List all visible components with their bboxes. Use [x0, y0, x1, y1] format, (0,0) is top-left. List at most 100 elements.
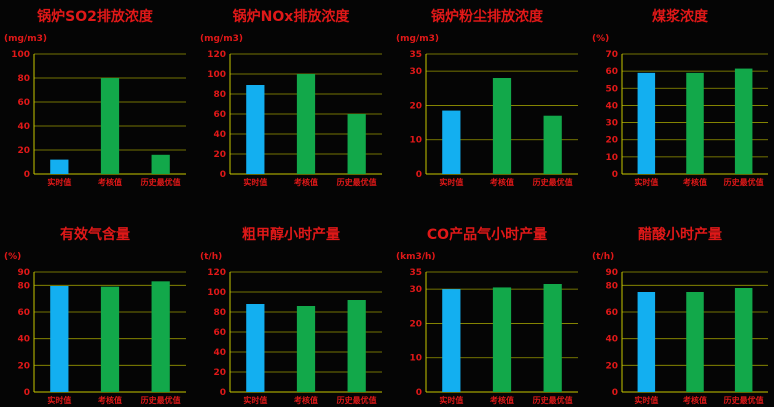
x-category-label: 考核值	[490, 395, 514, 405]
bar-historical-best	[734, 288, 753, 392]
x-category-label: 考核值	[683, 395, 707, 405]
bar-chart-effective-gas: 0 20 40 60 80 90 实时值 考核值 历史最优值	[17, 268, 186, 405]
x-category-label: 历史最优值	[141, 395, 181, 405]
bar-realtime	[442, 289, 461, 392]
y-tick-label: 80	[17, 281, 30, 291]
x-category-label: 实时值	[243, 395, 267, 405]
chart-title: 锅炉SO2排放浓度	[37, 9, 153, 25]
x-category-label: 历史最优值	[141, 177, 181, 187]
bar-target	[296, 306, 316, 392]
x-category-label: 考核值	[294, 177, 318, 187]
y-tick-label: 100	[11, 50, 30, 60]
chart-panel-effective-gas: 有效气含量 (%) 0 20 40 60 80 90 实时值 考核值 历史最优值	[0, 226, 190, 406]
bar-target	[100, 286, 120, 392]
chart-title: 锅炉NOx排放浓度	[232, 9, 350, 25]
y-tick-label: 20	[213, 150, 226, 160]
bar-target	[492, 78, 512, 174]
x-category-label: 实时值	[634, 395, 658, 405]
y-axis-unit: (mg/m3)	[4, 34, 47, 44]
x-category-label: 历史最优值	[533, 395, 573, 405]
bar-target	[492, 287, 512, 392]
y-tick-label: 60	[213, 328, 226, 338]
bar-realtime	[442, 110, 461, 174]
bar-chart-acetic-acid: 0 20 40 60 80 90 实时值 考核值 历史最优值	[605, 268, 768, 405]
x-category-label: 考核值	[490, 177, 514, 187]
y-tick-label: 20	[409, 319, 422, 329]
y-tick-label: 60	[213, 110, 226, 120]
x-category-label: 考核值	[98, 395, 122, 405]
y-tick-label: 20	[17, 146, 30, 156]
y-tick-label: 20	[409, 101, 422, 111]
chart-title: CO产品气小时产量	[426, 227, 548, 243]
y-tick-label: 20	[17, 361, 30, 371]
x-category-label: 历史最优值	[337, 395, 377, 405]
chart-panel-nox: 锅炉NOx排放浓度 (mg/m3) 0 20 40 60 80 100 120 实时值 考核值 历…	[196, 8, 386, 188]
chart-title: 煤浆浓度	[652, 9, 708, 25]
x-category-label: 考核值	[294, 395, 318, 405]
x-category-label: 历史最优值	[533, 177, 573, 187]
y-tick-label: 120	[207, 268, 226, 278]
y-tick-label: 20	[213, 368, 226, 378]
x-category-label: 实时值	[634, 177, 658, 187]
y-tick-label: 40	[605, 335, 618, 345]
y-tick-label: 100	[207, 288, 226, 298]
y-tick-label: 60	[605, 67, 618, 77]
x-category-label: 考核值	[98, 177, 122, 187]
y-tick-label: 90	[17, 268, 30, 278]
chart-panel-dust: 锅炉粉尘排放浓度 (mg/m3) 0 10 20 30 35 实时值 考核值 历史最优值	[392, 8, 582, 188]
chart-title: 粗甲醇小时产量	[242, 227, 340, 243]
y-tick-label: 0	[220, 388, 226, 398]
y-tick-label: 0	[24, 388, 30, 398]
chart-title: 醋酸小时产量	[638, 227, 722, 243]
y-tick-label: 30	[605, 119, 618, 129]
y-tick-label: 40	[605, 101, 618, 111]
bar-historical-best	[151, 154, 170, 174]
bar-historical-best	[543, 115, 562, 174]
y-tick-label: 20	[605, 136, 618, 146]
bar-target	[100, 78, 120, 174]
bar-target	[686, 72, 704, 174]
bar-chart-co-gas: 0 10 20 30 35 实时值 考核值 历史最优值	[409, 268, 578, 405]
y-tick-label: 40	[213, 348, 226, 358]
y-tick-label: 120	[207, 50, 226, 60]
x-category-label: 实时值	[439, 177, 463, 187]
y-tick-label: 10	[409, 354, 422, 364]
y-axis-unit: (mg/m3)	[200, 34, 243, 44]
y-tick-label: 20	[605, 361, 618, 371]
x-category-label: 实时值	[439, 395, 463, 405]
x-category-label: 实时值	[243, 177, 267, 187]
bar-realtime	[246, 85, 265, 174]
y-tick-label: 50	[605, 84, 618, 94]
y-tick-label: 40	[17, 335, 30, 345]
y-axis-unit: (km3/h)	[396, 252, 436, 262]
y-tick-label: 40	[213, 130, 226, 140]
y-tick-label: 35	[409, 268, 422, 278]
y-tick-label: 0	[220, 170, 226, 180]
x-category-label: 实时值	[47, 177, 71, 187]
bar-chart-dust: 0 10 20 30 35 实时值 考核值 历史最优值	[409, 50, 578, 187]
y-axis-unit: (mg/m3)	[396, 34, 439, 44]
y-axis-unit: (t/h)	[592, 252, 615, 262]
y-axis-unit: (%)	[592, 34, 610, 44]
bar-historical-best	[347, 300, 366, 392]
bar-historical-best	[734, 68, 753, 174]
x-category-label: 历史最优值	[724, 177, 764, 187]
y-tick-label: 0	[24, 170, 30, 180]
y-tick-label: 40	[17, 122, 30, 132]
x-category-label: 历史最优值	[337, 177, 377, 187]
y-tick-label: 80	[213, 90, 226, 100]
y-tick-label: 30	[409, 285, 422, 295]
y-tick-label: 10	[605, 153, 618, 163]
y-tick-label: 60	[17, 98, 30, 108]
bar-chart-slurry: 0 10 20 30 40 50 60 70 实时值 考核值 历史最优值	[605, 50, 768, 187]
bar-chart-so2: 0 20 40 60 80 100 实时值 考核值 历史最优值	[11, 50, 186, 187]
chart-panel-so2: 锅炉SO2排放浓度 (mg/m3) 0 20 40 60 80 100 实时值 考核值 历史最优…	[0, 8, 190, 188]
y-tick-label: 90	[605, 268, 618, 278]
chart-title: 锅炉粉尘排放浓度	[431, 9, 543, 25]
y-tick-label: 0	[416, 388, 422, 398]
y-tick-label: 0	[612, 388, 618, 398]
chart-panel-slurry: 煤浆浓度 (%) 0 10 20 30 40 50 60 70 实时值 考核值 历史最优值	[588, 8, 772, 188]
y-tick-label: 35	[409, 50, 422, 60]
x-category-label: 历史最优值	[724, 395, 764, 405]
